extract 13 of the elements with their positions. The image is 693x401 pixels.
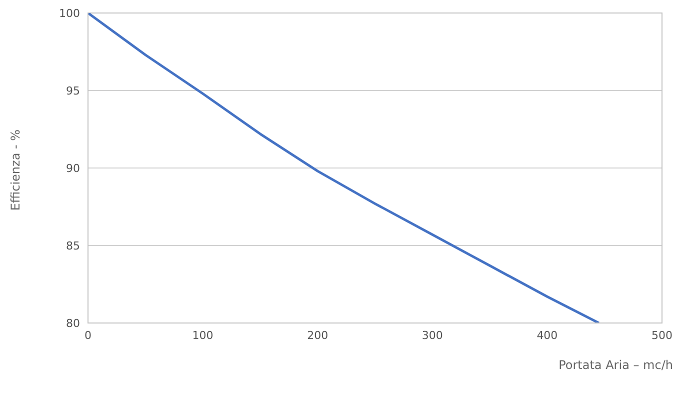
x-tick-label: 400 [536,328,558,342]
y-axis-title: Efficienza - % [9,129,23,211]
x-axis-title: Portata Aria – mc/h [558,358,673,372]
y-tick-label: 80 [66,316,80,330]
x-tick-label: 0 [84,328,92,342]
y-tick-label: 85 [66,239,80,252]
y-tick-label: 95 [66,84,80,98]
x-tick-label: 100 [192,328,214,342]
y-tick-label: 90 [66,162,80,175]
x-tick-label: 300 [422,328,443,342]
x-tick-label: 200 [307,328,328,342]
x-tick-label: 500 [652,328,672,342]
y-tick-label: 100 [59,6,80,20]
